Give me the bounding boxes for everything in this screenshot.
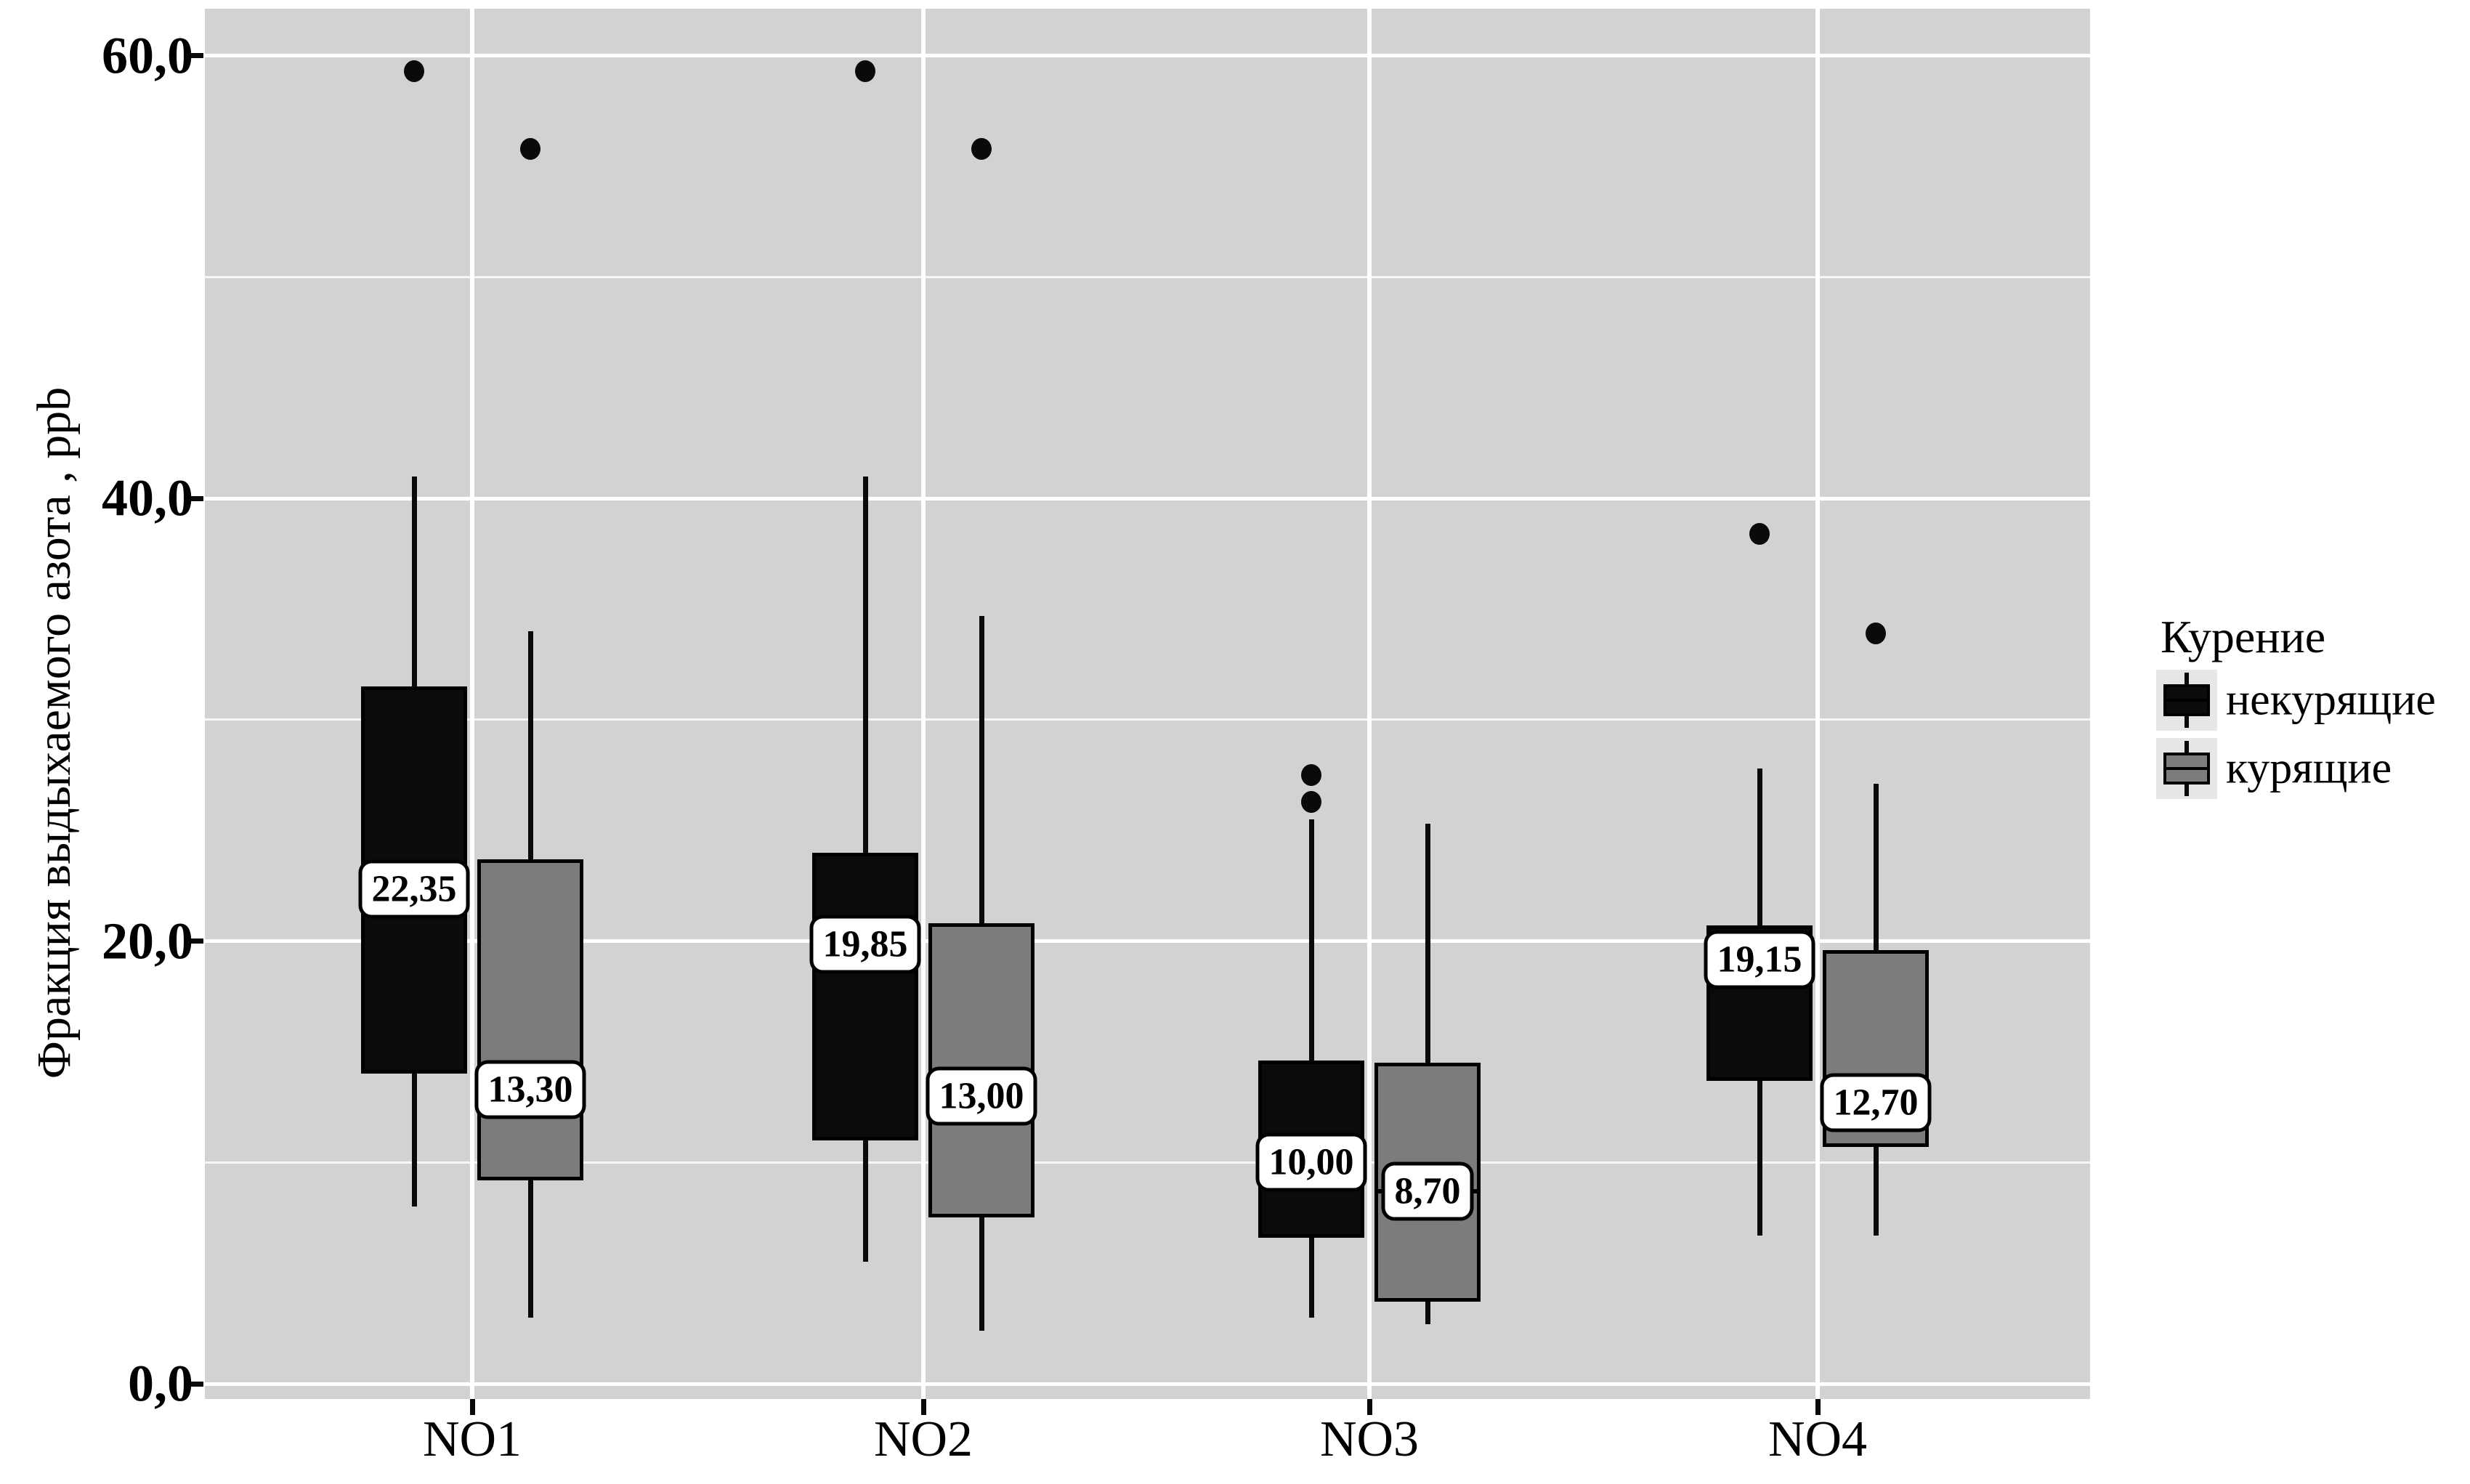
median-label-некурящие-NO4: 19,15 [1704, 930, 1815, 989]
gridline-major-40 [205, 496, 2090, 500]
legend-item-некурящие: некурящие [2156, 670, 2469, 731]
gridline-category-NO2 [921, 9, 926, 1399]
outlier-dot-курящие-NO1-0 [520, 137, 540, 160]
outlier-dot-курящие-NO2-0 [971, 137, 992, 160]
median-label-курящие-NO4: 12,70 [1820, 1073, 1932, 1132]
x-tick-label-NO1: NO1 [422, 1411, 522, 1467]
y-tick-label-60: 60,0 [102, 26, 193, 85]
legend-title: Курение [2161, 611, 2326, 662]
box-некурящие-NO2 [812, 852, 918, 1140]
gridline-minor-30 [205, 718, 2090, 721]
legend: Курение некурящие курящие [2156, 610, 2469, 814]
outlier-dot-некурящие-NO1-0 [404, 60, 424, 83]
x-tick-label-NO4: NO4 [1768, 1411, 1868, 1467]
legend-key-boxplot-icon [2156, 738, 2217, 799]
y-tick-mark-20 [186, 938, 203, 944]
legend-item-label: курящие [2226, 743, 2392, 793]
gridline-major-0 [205, 1382, 2090, 1386]
median-label-некурящие-NO2: 19,85 [809, 915, 921, 974]
legend-item-label: некурящие [2226, 675, 2436, 725]
x-tick-label-NO3: NO3 [1319, 1411, 1420, 1467]
gridline-category-NO3 [1367, 9, 1372, 1399]
legend-key-median-line [2163, 699, 2210, 702]
box-курящие-NO1 [477, 859, 583, 1180]
gridline-minor-10 [205, 1161, 2090, 1164]
gridline-major-60 [205, 54, 2090, 58]
outlier-dot-некурящие-NO2-0 [855, 60, 875, 83]
y-tick-label-20: 20,0 [102, 912, 193, 970]
gridline-category-NO1 [470, 9, 474, 1399]
median-label-курящие-NO1: 13,30 [474, 1060, 586, 1119]
plot-panel [205, 9, 2090, 1399]
y-tick-mark-60 [186, 53, 203, 59]
x-tick-mark-NO3 [1366, 1399, 1372, 1415]
gridline-minor-50 [205, 276, 2090, 278]
median-label-курящие-NO3: 8,70 [1381, 1161, 1474, 1221]
outlier-dot-курящие-NO4-0 [1866, 623, 1886, 645]
y-tick-label-40: 40,0 [102, 469, 193, 527]
median-label-некурящие-NO3: 10,00 [1255, 1132, 1367, 1192]
outlier-dot-некурящие-NO4-0 [1749, 522, 1770, 545]
median-label-некурящие-NO1: 22,35 [358, 859, 470, 919]
legend-key-median-line [2163, 767, 2210, 770]
x-tick-mark-NO2 [920, 1399, 926, 1415]
x-tick-mark-NO1 [469, 1399, 475, 1415]
y-tick-mark-40 [186, 495, 203, 501]
x-tick-label-NO2: NO2 [873, 1411, 973, 1467]
outlier-dot-некурящие-NO3-0 [1301, 790, 1321, 813]
x-tick-mark-NO4 [1815, 1399, 1821, 1415]
outlier-dot-некурящие-NO3-1 [1301, 764, 1321, 787]
gridline-category-NO4 [1815, 9, 1820, 1399]
gridline-major-20 [205, 939, 2090, 944]
legend-key-boxplot-icon [2156, 670, 2217, 731]
y-tick-mark-0 [186, 1381, 203, 1387]
legend-item-курящие: курящие [2156, 738, 2469, 799]
median-label-курящие-NO2: 13,00 [926, 1066, 1037, 1126]
y-tick-label-0: 0,0 [128, 1354, 193, 1413]
